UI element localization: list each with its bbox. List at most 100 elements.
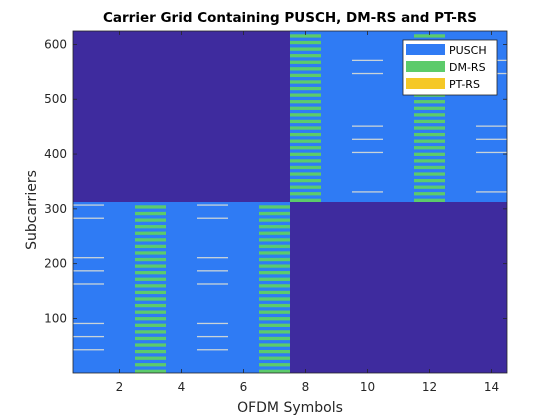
pusch-region-1 (73, 202, 290, 373)
dmrs-band (414, 139, 445, 143)
legend-label-pusch: PUSCH (449, 44, 487, 57)
dmrs-band (259, 218, 290, 222)
dmrs-band (135, 323, 166, 327)
dmrs-band (259, 356, 290, 360)
dmrs-band (135, 238, 166, 242)
ptrs-line (352, 72, 383, 75)
dmrs-band (135, 231, 166, 235)
dmrs-band (259, 369, 290, 373)
ptrs-line (73, 335, 104, 338)
dmrs-band (290, 172, 321, 176)
dmrs-band (135, 343, 166, 347)
dmrs-band (259, 323, 290, 327)
ptrs-line (197, 283, 228, 285)
dmrs-band (290, 86, 321, 91)
dmrs-band (290, 132, 321, 137)
dmrs-band (259, 264, 290, 268)
ptrs-line (197, 217, 228, 219)
dmrs-band (135, 251, 166, 255)
dmrs-band (290, 47, 321, 51)
dmrs-band (135, 211, 166, 216)
dmrs-band (259, 310, 290, 314)
dmrs-band (414, 119, 445, 124)
dmrs-band (290, 139, 321, 143)
dmrs-band (414, 34, 445, 38)
plot-frame (72, 30, 508, 374)
dmrs-band (135, 349, 166, 354)
legend-swatch-pt-rs (406, 78, 445, 89)
dmrs-band (414, 198, 445, 202)
dmrs-band (414, 172, 445, 176)
dmrs-band (414, 152, 445, 156)
ptrs-line (352, 138, 383, 140)
dmrs-band (290, 100, 321, 104)
y-tick-label: 400 (44, 147, 67, 161)
dmrs-band (290, 146, 321, 150)
dmrs-band (290, 165, 321, 170)
ptrs-line (73, 349, 104, 351)
ptrs-line (476, 138, 507, 140)
dmrs-band (414, 192, 445, 196)
dmrs-band (135, 257, 166, 262)
dmrs-band (259, 297, 290, 301)
x-tick-label: 4 (178, 380, 186, 394)
dmrs-band (290, 34, 321, 38)
legend-label-dm-rs: DM-RS (449, 61, 486, 74)
dmrs-band (290, 126, 321, 130)
dmrs-band (290, 54, 321, 58)
dmrs-band (290, 119, 321, 124)
dmrs-band (135, 303, 166, 308)
ptrs-line (73, 217, 104, 219)
dmrs-band (135, 310, 166, 314)
dmrs-band (259, 363, 290, 367)
dmrs-band (414, 159, 445, 163)
dmrs-band (414, 100, 445, 104)
dmrs-band (290, 152, 321, 156)
ptrs-line (352, 59, 383, 62)
dmrs-band (290, 106, 321, 110)
legend-swatch-dm-rs (406, 61, 445, 72)
ptrs-line (352, 125, 383, 127)
chart-title: Carrier Grid Containing PUSCH, DM-RS and… (103, 10, 477, 26)
dmrs-band (259, 251, 290, 255)
dmrs-band (135, 284, 166, 288)
ptrs-line (73, 204, 104, 206)
dmrs-band (259, 277, 290, 281)
dmrs-band (290, 159, 321, 163)
dmrs-band (135, 297, 166, 301)
dmrs-band (290, 80, 321, 84)
ptrs-line (73, 283, 104, 285)
dmrs-band (290, 60, 321, 64)
dmrs-band (259, 284, 290, 288)
dmrs-band (259, 238, 290, 242)
dmrs-band (290, 192, 321, 196)
legend-swatch-pusch (406, 44, 445, 55)
dmrs-band (135, 244, 166, 249)
y-tick-label: 200 (44, 257, 67, 271)
dmrs-band (259, 211, 290, 216)
dmrs-band (414, 146, 445, 150)
dmrs-band (414, 126, 445, 130)
x-tick-label: 10 (360, 380, 375, 394)
dmrs-band (259, 343, 290, 347)
dmrs-band (414, 178, 445, 183)
ptrs-line (197, 335, 228, 338)
x-axis-label: OFDM Symbols (237, 400, 343, 416)
dmrs-band (259, 303, 290, 308)
ptrs-line (476, 191, 507, 193)
y-axis-ticks: 100 200 300 400 500 600 (44, 37, 507, 325)
dmrs-band (259, 271, 290, 275)
ptrs-line (197, 257, 228, 259)
dmrs-band (135, 277, 166, 281)
ptrs-line (352, 151, 383, 154)
x-tick-label: 6 (240, 380, 248, 394)
dmrs-band (259, 290, 290, 295)
dmrs-band (259, 336, 290, 341)
ptrs-line (352, 191, 383, 193)
y-tick-label: 500 (44, 92, 67, 106)
x-tick-label: 12 (422, 380, 437, 394)
y-tick-label: 300 (44, 202, 67, 216)
ptrs-line (197, 322, 228, 325)
y-axis-label: Subcarriers (24, 170, 40, 250)
